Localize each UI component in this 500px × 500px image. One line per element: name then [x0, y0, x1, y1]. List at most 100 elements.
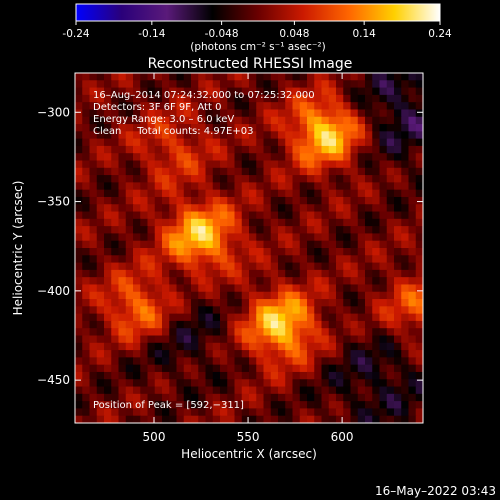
heatmap-cell — [328, 415, 337, 423]
heatmap-cell — [241, 153, 250, 162]
heatmap-cell — [220, 211, 228, 220]
heatmap-cell — [394, 116, 402, 125]
heatmap-cell — [357, 145, 366, 154]
heatmap-cell — [96, 306, 105, 315]
heatmap-cell — [270, 145, 279, 154]
heatmap-cell — [379, 189, 388, 198]
heatmap-cell — [96, 175, 105, 183]
heatmap-cell — [96, 204, 105, 213]
heatmap-cell — [241, 364, 250, 373]
heatmap-cell — [125, 226, 134, 235]
heatmap-cell — [321, 306, 330, 315]
heatmap-cell — [401, 415, 410, 423]
heatmap-cell — [82, 94, 91, 103]
heatmap-cell — [140, 94, 149, 103]
heatmap-cell — [125, 73, 134, 81]
heatmap-cell — [234, 153, 243, 162]
heatmap-cell — [198, 335, 207, 344]
heatmap-cell — [415, 364, 423, 373]
heatmap-cell — [249, 145, 257, 154]
heatmap-cell — [234, 269, 243, 278]
heatmap-cell — [198, 102, 207, 111]
heatmap-cell — [191, 386, 199, 395]
heatmap-cell — [125, 379, 134, 388]
heatmap-cell — [89, 153, 98, 162]
heatmap-cell — [386, 277, 395, 286]
heatmap-cell — [343, 175, 352, 183]
heatmap-cell — [82, 313, 91, 322]
heatmap-cell — [198, 138, 207, 147]
heatmap-cell — [75, 109, 83, 118]
heatmap-cell — [234, 233, 243, 242]
heatmap-cell — [285, 167, 294, 176]
heatmap-cell — [292, 415, 301, 423]
heatmap-cell — [212, 167, 221, 176]
heatmap-cell — [162, 299, 170, 307]
heatmap-cell — [292, 306, 301, 315]
heatmap-cell — [249, 80, 257, 89]
heatmap-cell — [169, 145, 178, 154]
heatmap-cell — [328, 182, 337, 191]
heatmap-cell — [394, 415, 402, 423]
heatmap-cell — [401, 255, 410, 264]
heatmap-cell — [415, 189, 423, 198]
heatmap-cell — [386, 145, 395, 154]
heatmap-cell — [336, 218, 344, 227]
heatmap-cell — [82, 255, 91, 264]
heatmap-cell — [372, 116, 381, 125]
heatmap-cell — [386, 80, 395, 89]
heatmap-cell — [227, 284, 236, 293]
heatmap-cell — [241, 102, 250, 111]
heatmap-cell — [125, 269, 134, 278]
heatmap-cell — [198, 240, 207, 249]
heatmap-cell — [263, 335, 272, 344]
heatmap-cell — [89, 262, 98, 271]
heatmap-cell — [125, 393, 134, 402]
heatmap-cell — [343, 218, 352, 227]
heatmap-cell — [183, 189, 192, 198]
heatmap-cell — [285, 313, 294, 322]
heatmap-cell — [328, 189, 337, 198]
heatmap-cell — [350, 357, 359, 366]
heatmap-cell — [183, 167, 192, 176]
heatmap-cell — [386, 109, 395, 118]
heatmap-cell — [350, 116, 359, 125]
heatmap-cell — [125, 248, 134, 256]
heatmap-cell — [191, 401, 199, 410]
heatmap-cell — [401, 350, 410, 358]
heatmap-cell — [328, 167, 337, 176]
heatmap-cell — [227, 160, 236, 169]
heatmap-cell — [336, 226, 344, 235]
heatmap-cell — [328, 80, 337, 89]
heatmap-cell — [408, 335, 417, 344]
heatmap-cell — [96, 182, 105, 191]
heatmap-cell — [394, 408, 402, 417]
heatmap-cell — [147, 102, 156, 111]
heatmap-cell — [118, 306, 127, 315]
heatmap-cell — [270, 240, 279, 249]
heatmap-cell — [372, 153, 381, 162]
heatmap-cell — [220, 153, 228, 162]
heatmap-cell — [104, 386, 112, 395]
heatmap-cell — [191, 335, 199, 344]
heatmap-cell — [82, 350, 91, 358]
heatmap-cell — [205, 204, 214, 213]
heatmap-cell — [379, 371, 388, 380]
heatmap-cell — [96, 73, 105, 81]
heatmap-cell — [111, 313, 120, 322]
heatmap-cell — [270, 189, 279, 198]
heatmap-cell — [408, 364, 417, 373]
heatmap-cell — [365, 277, 373, 286]
heatmap-cell — [328, 124, 337, 132]
heatmap-cell — [162, 167, 170, 176]
heatmap-cell — [357, 255, 366, 264]
heatmap-cell — [140, 299, 149, 307]
heatmap-cell — [249, 211, 257, 220]
heatmap-cell — [379, 408, 388, 417]
heatmap-cell — [263, 342, 272, 351]
heatmap-cell — [408, 226, 417, 235]
heatmap-cell — [234, 204, 243, 213]
heatmap-cell — [227, 189, 236, 198]
heatmap-cell — [241, 320, 250, 329]
heatmap-cell — [220, 291, 228, 300]
